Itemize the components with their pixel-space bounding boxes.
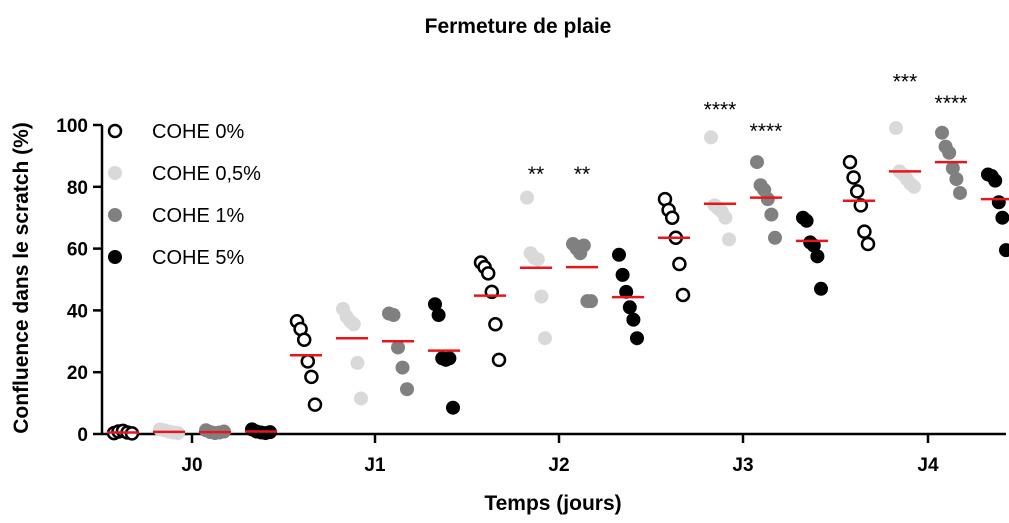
y-tick-label: 60 — [67, 240, 88, 261]
legend-label: COHE 0% — [152, 121, 244, 143]
significance-stars: ** — [528, 163, 544, 186]
data-point — [626, 312, 641, 327]
x-tick-label: J1 — [364, 455, 386, 476]
data-point — [354, 391, 368, 406]
data-point — [889, 121, 903, 136]
data-point — [853, 198, 869, 213]
data-point — [530, 252, 545, 267]
y-tick-label: 80 — [67, 178, 88, 199]
data-point — [304, 369, 319, 385]
data-point — [350, 355, 365, 370]
data-point — [768, 230, 782, 245]
data-point — [846, 170, 861, 185]
data-point — [907, 179, 921, 194]
legend-label: COHE 1% — [152, 205, 244, 227]
legend-marker — [107, 123, 123, 139]
x-tick-label: J4 — [917, 455, 939, 476]
x-axis-label: Temps (jours) — [484, 492, 621, 515]
y-tick-label: 40 — [67, 301, 88, 322]
significance-stars: ** — [574, 163, 590, 186]
data-points — [106, 121, 1009, 441]
data-point — [491, 352, 507, 368]
significance-stars: **** — [704, 98, 737, 121]
legend-marker — [108, 166, 122, 180]
data-point — [675, 287, 691, 303]
data-point — [488, 317, 503, 332]
data-point — [810, 249, 825, 264]
data-point — [750, 155, 764, 170]
data-point — [307, 397, 323, 412]
data-point — [849, 184, 865, 199]
y-axis-label: Confluence dans le scratch (%) — [10, 122, 33, 434]
data-point — [953, 185, 967, 200]
y-tick-label: 100 — [56, 116, 88, 137]
legend-label: COHE 5% — [152, 247, 244, 269]
data-point — [296, 332, 312, 348]
data-point — [814, 281, 828, 296]
data-point — [400, 382, 414, 397]
data-point — [386, 308, 401, 323]
data-point — [538, 331, 552, 346]
x-tick-labels: J0 J1 J2 J3 J4 — [181, 434, 939, 476]
data-point — [999, 243, 1009, 258]
data-point — [480, 266, 496, 281]
data-point — [442, 351, 457, 366]
x-tick-label: J0 — [181, 455, 202, 476]
data-point — [630, 331, 644, 346]
data-point — [446, 400, 460, 415]
data-point — [431, 308, 446, 323]
data-point — [760, 192, 775, 207]
data-point — [718, 210, 733, 225]
significance-stars: **** — [750, 120, 783, 143]
data-point — [672, 256, 687, 272]
data-point — [576, 238, 591, 253]
significance-annotations: ** ***************** — [528, 70, 968, 186]
data-point — [615, 267, 630, 282]
x-tick-label: J2 — [548, 455, 569, 476]
data-point — [857, 224, 872, 239]
data-point — [520, 190, 534, 205]
data-point — [949, 172, 964, 187]
data-point — [622, 300, 637, 315]
data-point — [842, 154, 858, 170]
significance-stars: *** — [893, 70, 918, 93]
legend-marker — [108, 208, 122, 222]
data-point — [300, 354, 316, 369]
y-tick-label: 20 — [67, 363, 88, 384]
data-point — [391, 340, 405, 355]
y-tick-label: 0 — [77, 425, 88, 446]
data-point — [942, 145, 957, 160]
data-point — [764, 207, 779, 222]
significance-stars: **** — [935, 92, 968, 115]
legend: COHE 0% COHE 0,5% COHE 1% COHE 5% — [107, 121, 261, 269]
legend-label: COHE 0,5% — [152, 163, 261, 185]
data-point — [584, 294, 598, 309]
data-point — [935, 125, 949, 140]
data-point — [799, 213, 814, 228]
data-point — [664, 210, 680, 225]
data-point — [991, 195, 1006, 210]
data-point — [612, 247, 626, 262]
y-ticks: 0 20 40 60 80 100 — [56, 116, 102, 446]
data-point — [395, 360, 410, 375]
mean-lines — [107, 160, 1009, 434]
legend-marker — [108, 250, 122, 264]
data-point — [346, 317, 361, 332]
chart-title: Fermeture de plaie — [425, 15, 612, 38]
data-point — [722, 232, 736, 247]
data-point — [704, 130, 718, 145]
data-point — [988, 173, 1003, 188]
x-tick-label: J3 — [732, 455, 753, 476]
data-point — [534, 289, 549, 304]
data-point — [860, 236, 876, 252]
data-point — [995, 210, 1009, 225]
